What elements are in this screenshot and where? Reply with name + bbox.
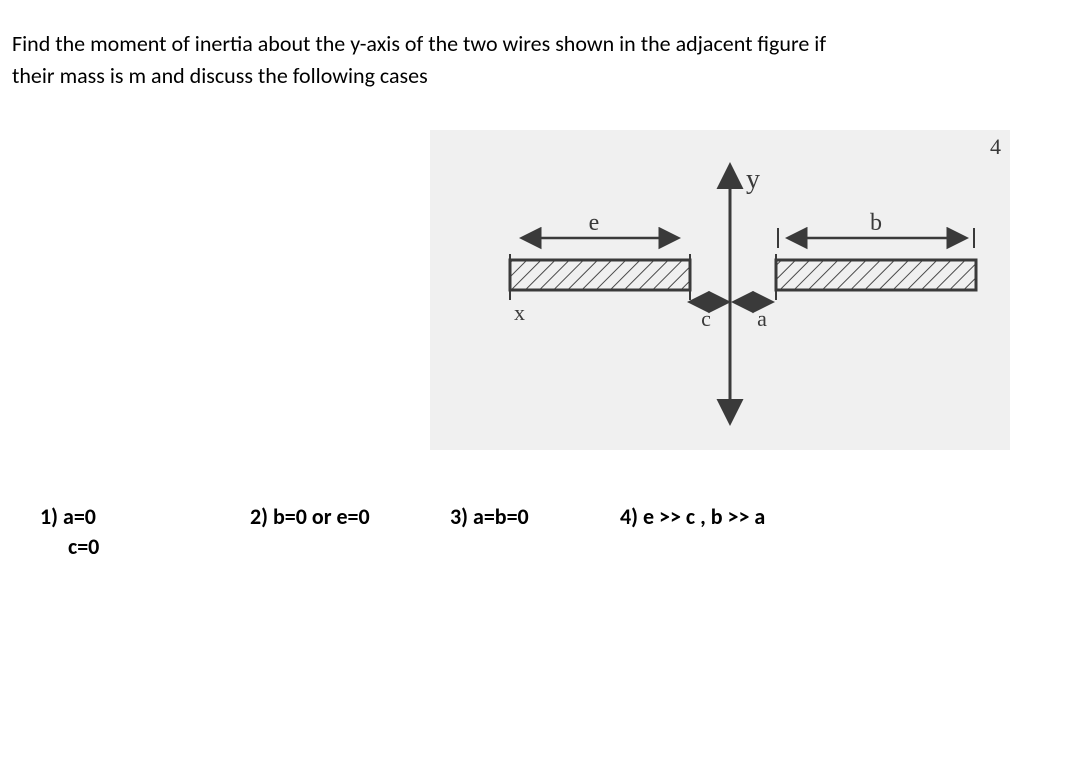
case-3-label: 3) a=b=0	[450, 502, 620, 532]
x-mark: x	[514, 300, 525, 325]
figure: y e c x b a 4	[430, 130, 1010, 450]
dim-a-label: a	[757, 306, 767, 331]
case-4: 4) e >> c , b >> a	[620, 502, 1040, 532]
dim-c-label: c	[701, 306, 711, 331]
case-1-label: 1) a=0	[40, 502, 250, 532]
dim-b-label: b	[870, 210, 882, 236]
problem-statement: Find the moment of inertia about the y-a…	[12, 28, 826, 92]
case-1: 1) a=0 c=0	[40, 502, 250, 561]
figure-svg: y e c x b a 4	[430, 130, 1010, 450]
corner-mark: 4	[990, 134, 1001, 159]
dim-e-label: e	[589, 210, 600, 236]
y-axis-label: y	[746, 164, 760, 195]
left-wire	[510, 260, 690, 290]
right-wire	[776, 260, 976, 290]
case-3: 3) a=b=0	[450, 502, 620, 532]
case-2-label: 2) b=0 or e=0	[250, 502, 450, 532]
case-2: 2) b=0 or e=0	[250, 502, 450, 532]
case-1-sub: c=0	[40, 532, 250, 562]
case-4-label: 4) e >> c , b >> a	[620, 502, 1040, 532]
problem-line2: their mass is m and discuss the followin…	[12, 62, 428, 89]
cases-row: 1) a=0 c=0 2) b=0 or e=0 3) a=b=0 4) e >…	[40, 502, 1040, 561]
problem-line1: Find the moment of inertia about the y-a…	[12, 30, 826, 57]
